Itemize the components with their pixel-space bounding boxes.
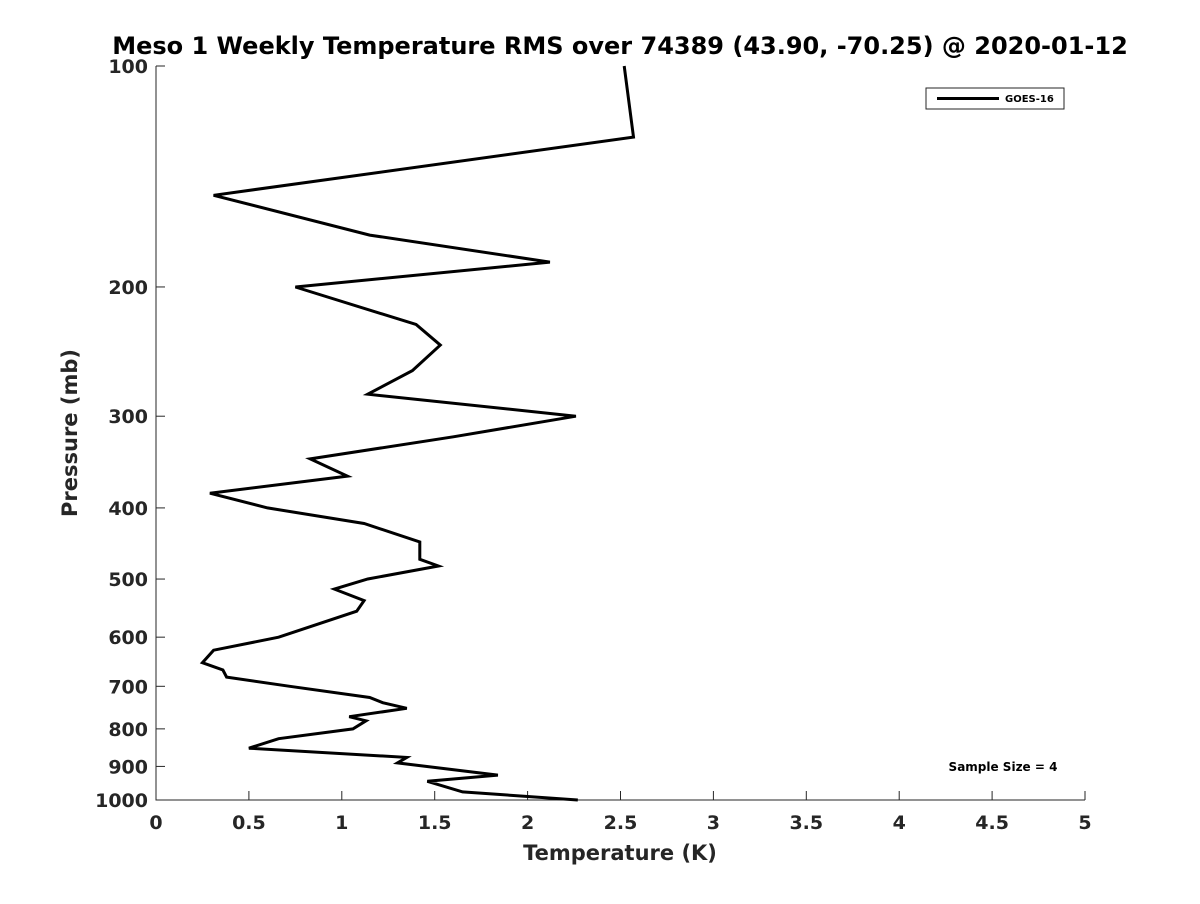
- y-tick-label: 500: [108, 569, 148, 591]
- x-tick-label: 5: [1078, 812, 1091, 834]
- x-tick-label: 0.5: [232, 812, 266, 834]
- x-axis-label: Temperature (K): [523, 841, 717, 865]
- y-tick-label: 600: [108, 627, 148, 649]
- y-tick-label: 1000: [95, 790, 148, 812]
- x-tick-label: 3: [707, 812, 720, 834]
- y-tick-label: 300: [108, 406, 148, 428]
- series-line-goes-16: [199, 65, 636, 802]
- y-tick-label: 200: [108, 277, 148, 299]
- x-tick-label: 4.5: [975, 812, 1009, 834]
- y-axis: 100 200 300 400 500 600 700 800 900 1000: [95, 56, 165, 812]
- y-tick-label: 700: [108, 676, 148, 698]
- x-tick-label: 4: [893, 812, 906, 834]
- x-tick-label: 1: [335, 812, 348, 834]
- chart-title: Meso 1 Weekly Temperature RMS over 74389…: [112, 32, 1128, 60]
- y-tick-label: 900: [108, 756, 148, 778]
- x-tick-label: 0: [149, 812, 162, 834]
- sample-size-annotation: Sample Size = 4: [949, 760, 1058, 774]
- x-axis: 0 0.5 1 1.5 2 2.5 3 3.5 4 4.5 5: [149, 791, 1092, 834]
- legend: GOES-16: [925, 87, 1065, 110]
- x-tick-label: 3.5: [789, 812, 823, 834]
- plot-area: 0 0.5 1 1.5 2 2.5 3 3.5 4 4.5 5 100 200 300 400 500 600…: [95, 56, 1092, 834]
- y-axis-label: Pressure (mb): [58, 349, 82, 517]
- legend-label: GOES-16: [1005, 94, 1054, 105]
- y-tick-label: 800: [108, 719, 148, 741]
- x-tick-label: 1.5: [418, 812, 452, 834]
- y-tick-label: 100: [108, 56, 148, 78]
- x-tick-label: 2: [521, 812, 534, 834]
- x-tick-label: 2.5: [604, 812, 638, 834]
- y-tick-label: 400: [108, 498, 148, 520]
